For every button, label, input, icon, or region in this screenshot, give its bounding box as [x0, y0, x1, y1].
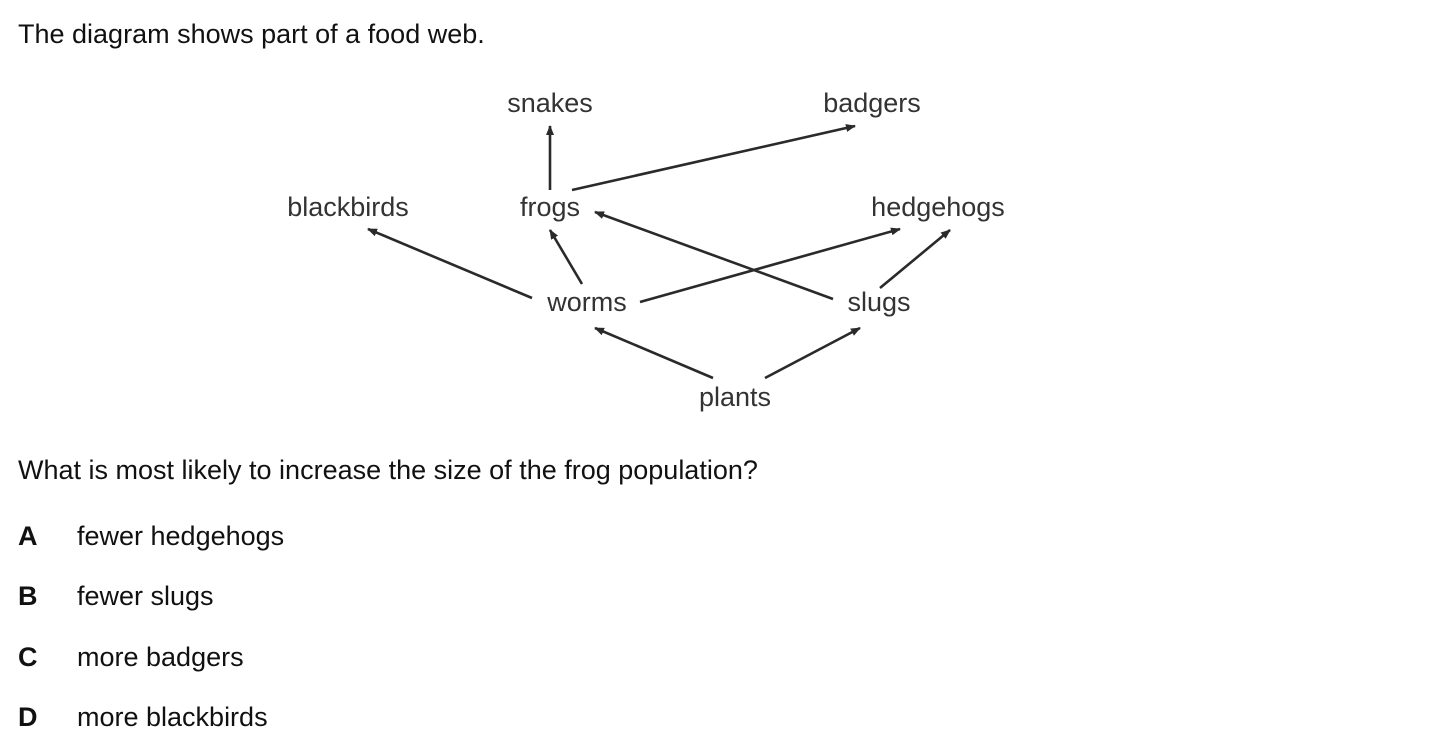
node-plants: plants: [699, 382, 771, 412]
question-text: What is most likely to increase the size…: [18, 455, 758, 485]
arrow-worms-to-hedgehogs: [639, 227, 901, 304]
option-letter: C: [18, 642, 38, 672]
arrow-plants-to-slugs: [764, 326, 861, 380]
arrow-slugs-to-frogs: [594, 210, 834, 301]
node-badgers: badgers: [823, 88, 921, 118]
node-frogs: frogs: [520, 192, 580, 222]
node-blackbirds: blackbirds: [287, 192, 409, 222]
arrow-worms-to-blackbirds: [367, 227, 533, 300]
option-letter: A: [18, 521, 38, 551]
option-letter: B: [18, 581, 38, 611]
food-web-diagram: snakes badgers blackbirds frogs hedgehog…: [287, 88, 1005, 412]
option-text: more badgers: [77, 642, 244, 672]
arrow-worms-to-frogs: [548, 229, 584, 285]
option-letter: D: [18, 702, 38, 732]
option-text: fewer hedgehogs: [77, 521, 285, 551]
option-text: more blackbirds: [77, 702, 268, 732]
node-snakes: snakes: [507, 88, 593, 118]
option-text: fewer slugs: [77, 581, 214, 611]
arrow-plants-to-worms: [594, 326, 714, 380]
node-hedgehogs: hedgehogs: [871, 192, 1005, 222]
node-worms: worms: [546, 287, 627, 317]
node-slugs: slugs: [847, 287, 910, 317]
intro-text: The diagram shows part of a food web.: [18, 19, 485, 49]
arrow-slugs-to-hedgehogs: [879, 228, 951, 290]
arrow-frogs-to-badgers: [571, 124, 856, 192]
